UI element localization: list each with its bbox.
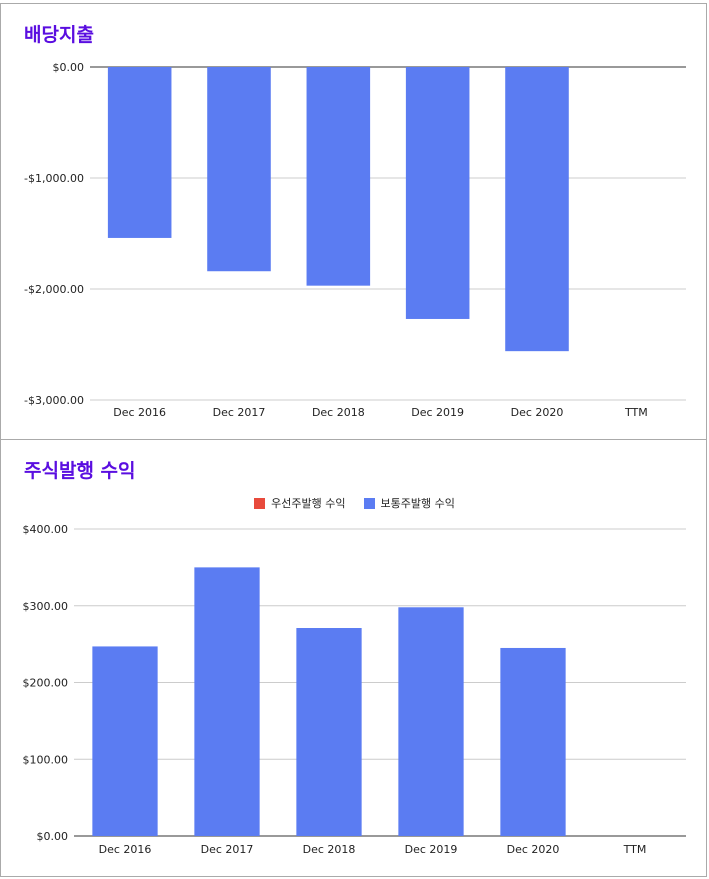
x-tick-label: Dec 2017: [213, 406, 266, 419]
y-tick-label: $400.00: [23, 523, 69, 536]
x-tick-label: Dec 2019: [411, 406, 464, 419]
chart-title: 배당지출: [24, 24, 94, 46]
legend-label: 우선주발행 수익: [271, 497, 346, 510]
y-tick-label: $200.00: [23, 677, 69, 690]
legend-swatch: [363, 497, 375, 509]
bar: [306, 67, 371, 286]
legend-item-preferred[interactable]: 우선주발행 수익: [254, 495, 346, 511]
x-tick-label: Dec 2018: [303, 843, 356, 856]
x-tick-label: Dec 2016: [99, 843, 152, 856]
y-tick-label: -$3,000.00: [24, 394, 84, 407]
stock-issuance-chart-panel: 주식발행 수익 우선주발행 수익 보통주발행 수익 $0.00 $100.00 $2…: [0, 439, 707, 877]
x-tick-label: Dec 2016: [113, 406, 166, 419]
legend-item-common[interactable]: 보통주발행 수익: [363, 495, 455, 511]
chart-legend: 우선주발행 수익 보통주발행 수익: [1, 495, 708, 511]
y-tick-label: -$1,000.00: [24, 172, 84, 185]
x-tick-label: Dec 2017: [201, 843, 254, 856]
dividends-chart-panel: 배당지출 $0.00 -$1,000.00 -$2,000.00 -$3,000.00…: [0, 3, 707, 440]
x-tick-label: Dec 2020: [511, 406, 564, 419]
y-tick-label: -$2,000.00: [24, 283, 84, 296]
x-tick-label: TTM: [623, 843, 647, 856]
bar: [405, 67, 470, 319]
chart-title: 주식발행 수익: [24, 460, 136, 482]
legend-label: 보통주발행 수익: [380, 497, 455, 510]
y-tick-label: $0.00: [53, 61, 85, 74]
stock-issuance-chart: $0.00 $100.00 $200.00 $300.00 $400.00 Dec 201…: [23, 523, 686, 856]
bar: [505, 67, 569, 352]
bar: [92, 646, 158, 836]
bar: [398, 607, 464, 836]
bar: [207, 67, 271, 272]
legend-swatch: [254, 497, 266, 509]
bar: [500, 647, 566, 836]
x-tick-label: TTM: [624, 406, 648, 419]
bar: [107, 67, 172, 238]
dividends-chart: $0.00 -$1,000.00 -$2,000.00 -$3,000.00 Dec 2…: [24, 61, 686, 419]
y-tick-label: $100.00: [23, 753, 69, 766]
y-tick-label: $300.00: [23, 600, 69, 613]
y-tick-label: $0.00: [37, 830, 69, 843]
x-tick-label: Dec 2020: [507, 843, 560, 856]
x-tick-label: Dec 2019: [405, 843, 458, 856]
bar: [296, 628, 362, 836]
x-tick-label: Dec 2018: [312, 406, 365, 419]
bar: [194, 567, 260, 836]
